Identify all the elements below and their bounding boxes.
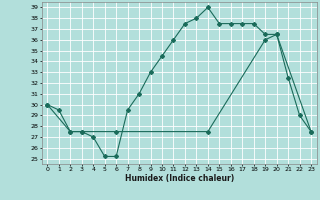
X-axis label: Humidex (Indice chaleur): Humidex (Indice chaleur) <box>124 174 234 183</box>
